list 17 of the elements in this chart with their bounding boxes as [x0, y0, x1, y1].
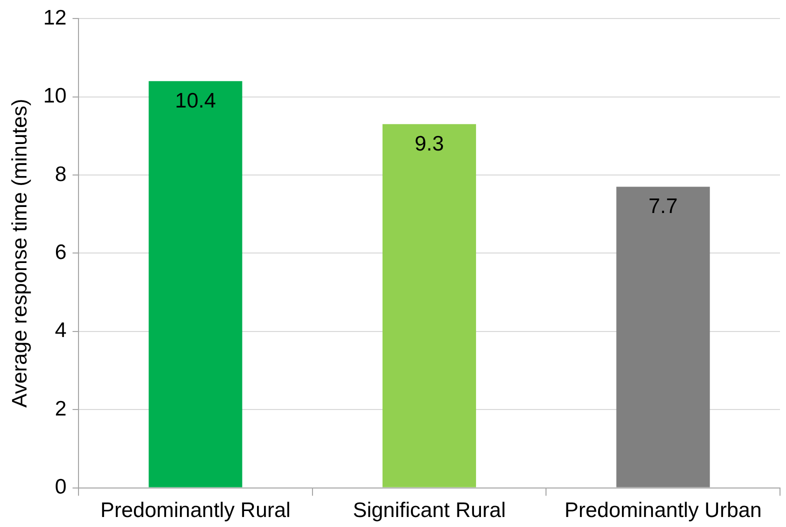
bar [148, 81, 242, 488]
x-tick-label: Predominantly Rural [100, 499, 291, 522]
x-tick-label: Significant Rural [352, 499, 506, 522]
bar [616, 186, 710, 488]
data-label: 9.3 [414, 132, 444, 156]
x-tick-label: Predominantly Urban [564, 499, 762, 522]
y-tick-label: 2 [54, 397, 67, 420]
y-tick-label: 0 [54, 476, 67, 499]
data-label: 7.7 [648, 195, 678, 218]
y-axis-title: Average response time (minutes) [8, 98, 32, 408]
bar [382, 124, 476, 488]
y-tick-label: 12 [43, 6, 67, 30]
y-tick-label: 10 [43, 84, 67, 108]
y-tick-label: 4 [54, 319, 67, 342]
y-tick-label: 8 [54, 162, 67, 186]
data-label: 10.4 [175, 89, 216, 112]
y-tick-label: 6 [54, 240, 67, 264]
